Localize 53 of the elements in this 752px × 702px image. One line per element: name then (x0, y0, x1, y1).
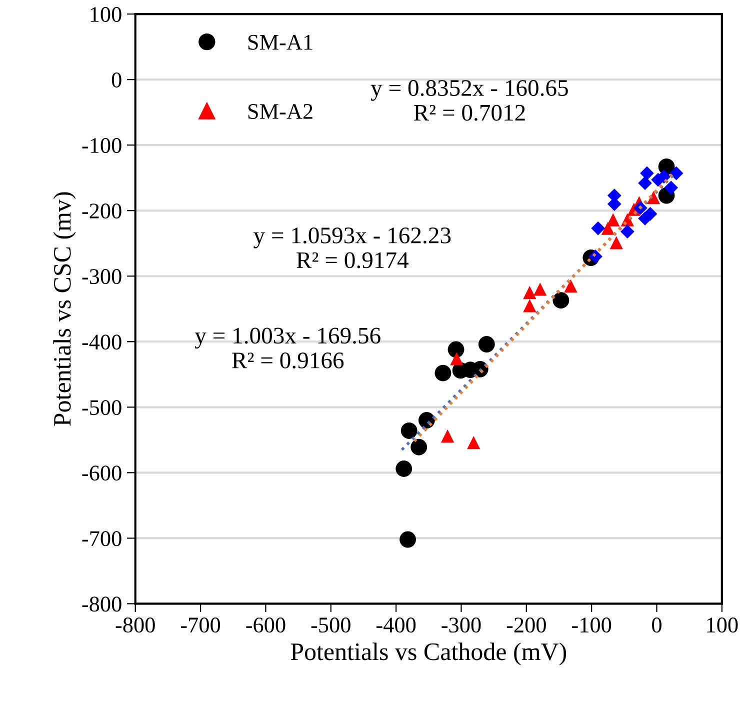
x-tick-label: -200 (506, 618, 546, 633)
point (523, 299, 536, 312)
point (620, 224, 634, 239)
point (396, 460, 412, 477)
annotation: y = 0.8352x - 160.65 R² = 0.7012 (370, 80, 568, 121)
annotation: y = 1.003x - 169.56 R² = 0.9166 (194, 328, 380, 369)
x-tick-label: -100 (572, 618, 612, 633)
y-tick-label: -800 (82, 596, 122, 612)
y-tick-label: -200 (82, 204, 122, 219)
point (610, 236, 623, 250)
point (434, 364, 452, 382)
point (410, 438, 428, 456)
point (643, 206, 658, 221)
legend-label: SM-A2 (248, 104, 312, 119)
point (601, 222, 614, 235)
point (523, 286, 536, 300)
x-tick-label: -500 (311, 618, 350, 633)
point (646, 190, 660, 204)
y-tick-label: -700 (82, 531, 122, 546)
y-tick-label: -100 (82, 138, 122, 154)
legend-label: SM-A1 (248, 34, 312, 50)
y-tick-label: 100 (90, 6, 122, 22)
point (669, 166, 684, 180)
x-tick-label: -600 (246, 618, 286, 633)
y-tick-label: -600 (82, 466, 122, 481)
x-tick-label: 0 (652, 618, 662, 633)
annotation: y = 1.0593x - 162.23 R² = 0.9174 (254, 227, 451, 268)
point (478, 336, 495, 352)
point (638, 176, 652, 190)
y-tick-label: 0 (112, 72, 122, 88)
point (534, 282, 547, 296)
point (552, 292, 570, 309)
y-tick-label: -500 (82, 400, 122, 416)
point (400, 531, 416, 548)
point (448, 341, 464, 358)
point (440, 429, 454, 443)
x-tick-label: -700 (180, 618, 220, 633)
x-axis-title: Potentials vs Cathode (mV) (290, 642, 566, 666)
point (606, 213, 620, 226)
x-tick-label: -800 (116, 618, 155, 633)
x-tick-label: 100 (707, 618, 738, 633)
y-axis-title: Potentials vs CSC (mv) (53, 192, 76, 426)
y-tick-label: -400 (82, 334, 122, 350)
point (467, 436, 480, 450)
point (640, 166, 654, 180)
point (400, 422, 418, 439)
x-tick-label: -400 (376, 618, 416, 633)
y-tick-label: -300 (82, 269, 122, 284)
x-tick-label: -300 (442, 618, 481, 633)
point (450, 352, 464, 366)
point (591, 221, 606, 236)
point (564, 279, 578, 293)
point (664, 180, 678, 195)
